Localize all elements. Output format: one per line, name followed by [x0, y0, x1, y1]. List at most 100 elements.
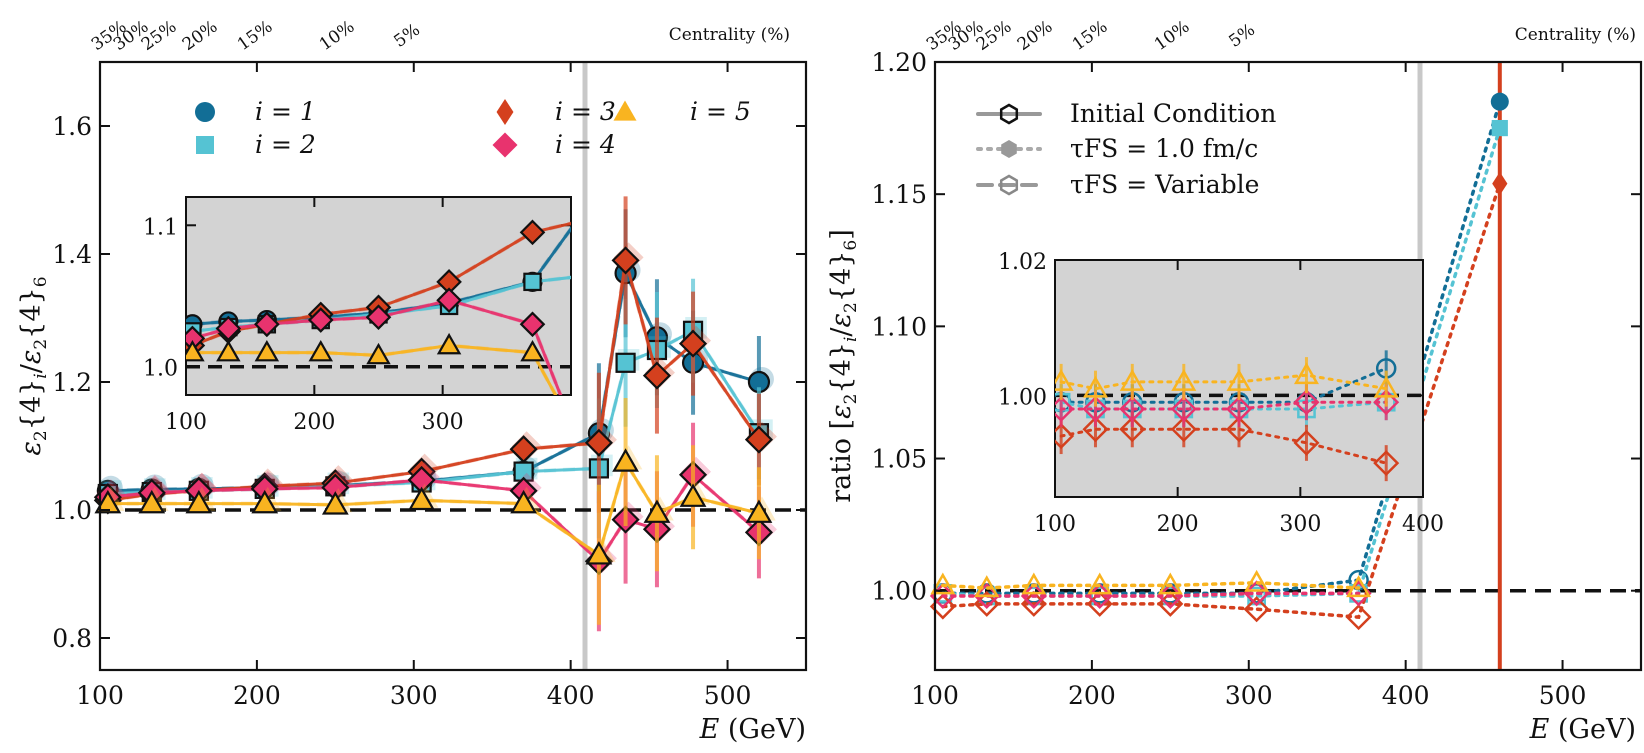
inset-data-point-i4 [1293, 389, 1320, 416]
legend-label-i1: i = 1 [255, 97, 316, 126]
inset-data-point-i5 [1082, 375, 1108, 398]
data-point-i5 [321, 491, 349, 515]
left-series [93, 196, 777, 632]
legend-label-i3: i = 3 [555, 97, 616, 126]
legend-label-i4: i = 4 [555, 130, 616, 159]
legend-label-i5: i = 5 [690, 97, 751, 126]
inset-data-point-i4 [1082, 395, 1109, 422]
data-point-i5 [930, 572, 956, 595]
left-axis-ticks: 100 200 300 400 500 0.8 1.0 1.2 1.4 1.6 [52, 62, 806, 710]
data-point-i4 [215, 315, 242, 342]
data-point-i5 [1157, 572, 1183, 595]
left-panel: 35%30%25%20% 15% 10% 5% Centrality (%) 100 2… [16, 17, 808, 745]
right-inset-series [1055, 350, 1400, 482]
left-x-tick-label: 200 [233, 681, 281, 710]
left-plot-frame [98, 60, 808, 672]
data-point-i5 [185, 489, 213, 514]
inset-data-point-i5 [1293, 362, 1319, 385]
right-inset: 100 200 300 400 1.00 1.02 [998, 250, 1444, 537]
data-point-i3 [519, 219, 546, 246]
data-point-i5 [510, 489, 537, 514]
right-y-tick-label: 1.10 [871, 312, 927, 341]
inset-data-point-i3 [1225, 416, 1253, 443]
inset-data-point-i5 [1171, 369, 1197, 391]
inset-data-point-i4 [1170, 395, 1197, 422]
right-legend: Initial Condition τFS = 1.0 fm/c τFS = Var… [976, 99, 1276, 199]
left-inset-series [186, 219, 602, 395]
legend-marker-i1 [195, 102, 215, 122]
centrality-tick-label: 15% [1069, 17, 1111, 55]
legend-marker-i4 [492, 132, 518, 158]
right-x-tick-label: 200 [1068, 681, 1116, 710]
inset-data-point-i5 [1373, 375, 1399, 398]
right-axis-ticks: 100 200 300 400 500 1.00 1.05 1.10 1.15 1.20 [871, 48, 1641, 710]
left-y-tick-label: 1.4 [52, 240, 92, 269]
right-x-tick-label: 500 [1539, 681, 1587, 710]
right-inset-y-tick-label: 1.00 [998, 385, 1047, 410]
left-inset-y-tick-label: 1.1 [143, 215, 178, 240]
data-point-i5 [308, 340, 333, 362]
inset-data-point-i4 [1225, 395, 1253, 422]
legend-label-1: τFS = 1.0 fm/c [1070, 134, 1258, 163]
series-line-i1 [941, 99, 1502, 596]
legend-marker-i2 [196, 136, 214, 154]
right-inset-y-tick-label: 1.02 [998, 250, 1047, 275]
inset-data-point-i4 [1119, 395, 1146, 422]
centrality-tick-label: 20% [1014, 17, 1056, 55]
data-point-i3 [678, 329, 708, 358]
data-point-i5 [366, 342, 391, 365]
data-point-i3 [611, 246, 640, 275]
data-point-i3 [1345, 604, 1372, 631]
data-point-i5 [1087, 572, 1113, 595]
data-point-i5 [94, 489, 122, 514]
inset-data-point-i5 [1226, 369, 1252, 391]
left-y-axis-label: ε2{4}i/ε2{4}6 [16, 276, 51, 455]
left-inset-y-tick-label: 1.0 [143, 357, 178, 382]
legend-marker-i5 [613, 100, 637, 121]
data-point-i4 [436, 287, 462, 314]
inset-data-point-i3 [1293, 429, 1320, 456]
data-point-i4 [307, 307, 334, 333]
data-point-i5 [585, 541, 613, 565]
data-point-i2 [586, 267, 602, 283]
data-point-i3 [1492, 171, 1508, 196]
right-x-tick-label: 100 [911, 681, 959, 710]
data-point-i5 [138, 489, 166, 514]
data-point-i3 [744, 425, 773, 454]
data-point-i5 [1346, 575, 1372, 598]
data-point-i2 [615, 352, 636, 373]
left-x-tick-label: 400 [547, 681, 595, 710]
series-line-i5 [941, 581, 1361, 590]
right-inset-x-tick-label: 200 [1157, 512, 1199, 537]
data-point-i3 [509, 435, 538, 464]
right-panel: 35%30%25%20% 15% 10% 5% Centrality (%) 100 2… [826, 17, 1643, 745]
legend-label-i2: i = 2 [255, 130, 316, 159]
inset-data-point-i3 [1119, 416, 1146, 443]
inset-data-point-i4 [1055, 395, 1075, 422]
left-legend: i = 1 i = 2 i = 3 i = 4 i = 5 [195, 97, 751, 159]
data-point-i5 [1244, 569, 1270, 592]
right-plot-frame [933, 60, 1643, 672]
centrality-tick-label: 20% [179, 17, 221, 55]
data-point-i2 [523, 272, 542, 292]
data-point-i4 [365, 304, 392, 331]
data-point-i3 [642, 361, 672, 390]
data-point-i5 [679, 483, 707, 507]
data-point-i5 [520, 340, 545, 362]
inset-data-point-i5 [1119, 369, 1145, 391]
left-centrality-axis: 35%30%25%20% 15% 10% 5% [88, 17, 424, 55]
data-point-i5 [745, 499, 773, 523]
data-point-i5 [643, 499, 671, 523]
right-y-axis-label: ratio [ε2{4}i/ε2{4}6] [826, 229, 861, 503]
right-y-tick-label: 1.15 [871, 180, 927, 209]
right-inset-x-tick-label: 100 [1034, 512, 1076, 537]
left-x-tick-label: 300 [390, 681, 438, 710]
data-point-i3 [584, 428, 613, 457]
left-x-tick-label: 500 [704, 681, 752, 710]
centrality-tick-label: 5% [390, 20, 424, 52]
right-x-axis-label: E (GeV) [1529, 714, 1636, 745]
data-point-i4 [519, 311, 546, 338]
data-point-i5 [254, 340, 280, 362]
legend-label-2: τFS = Variable [1070, 170, 1259, 199]
